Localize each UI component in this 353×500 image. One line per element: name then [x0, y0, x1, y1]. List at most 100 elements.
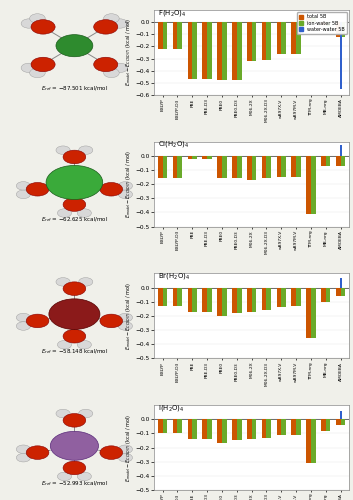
Circle shape	[63, 198, 86, 211]
Text: I(H$_2$O)$_4$: I(H$_2$O)$_4$	[158, 402, 184, 412]
Bar	[326, 156, 330, 166]
Bar	[321, 156, 326, 166]
Bar	[207, 156, 212, 158]
Circle shape	[16, 190, 30, 198]
Circle shape	[79, 278, 93, 286]
Bar	[326, 419, 330, 430]
Bar	[336, 22, 341, 36]
Circle shape	[94, 20, 118, 34]
Text: $E_{ref}$ = −52.993 kcal/mol: $E_{ref}$ = −52.993 kcal/mol	[41, 479, 108, 488]
Bar	[311, 288, 316, 339]
Bar	[252, 156, 256, 180]
Bar	[296, 156, 301, 177]
Bar	[276, 156, 281, 177]
Text: Br(H$_2$O)$_4$: Br(H$_2$O)$_4$	[158, 271, 190, 281]
Bar	[306, 156, 311, 214]
Bar	[222, 156, 227, 178]
Bar	[252, 419, 256, 439]
Circle shape	[63, 330, 86, 343]
Bar	[178, 22, 182, 49]
Circle shape	[118, 190, 132, 198]
Bar	[207, 419, 212, 439]
Bar	[311, 419, 316, 463]
Bar	[262, 419, 267, 438]
Bar	[222, 288, 227, 316]
Y-axis label: $E_{model} - E_{CCSD(T)}$ (kcal / mol): $E_{model} - E_{CCSD(T)}$ (kcal / mol)	[125, 414, 133, 482]
Bar	[217, 22, 222, 80]
Bar	[247, 156, 252, 180]
Bar	[326, 288, 330, 302]
Text: $E_{ref}$ = −62.625 kcal/mol: $E_{ref}$ = −62.625 kcal/mol	[41, 216, 108, 224]
Circle shape	[16, 182, 30, 190]
Bar	[336, 288, 341, 296]
Circle shape	[30, 14, 45, 23]
Bar	[237, 22, 241, 80]
Circle shape	[16, 322, 30, 330]
Bar	[217, 156, 222, 178]
Bar	[232, 156, 237, 178]
Bar	[237, 288, 241, 313]
Circle shape	[63, 461, 86, 474]
Bar	[247, 22, 252, 61]
Circle shape	[26, 182, 49, 196]
Bar	[336, 156, 341, 166]
Bar	[217, 288, 222, 316]
Y-axis label: $E_{model} - E_{CCSD(T)}$ (kcal / mol): $E_{model} - E_{CCSD(T)}$ (kcal / mol)	[125, 18, 133, 86]
Circle shape	[112, 19, 128, 28]
Circle shape	[77, 472, 91, 480]
Bar	[340, 278, 342, 287]
Bar	[202, 22, 207, 79]
Bar	[192, 156, 197, 158]
Bar	[262, 288, 267, 310]
Circle shape	[31, 57, 55, 72]
Bar	[326, 22, 330, 26]
Bar	[163, 288, 167, 306]
Bar	[281, 22, 286, 54]
Bar	[178, 288, 182, 306]
Bar	[192, 419, 197, 439]
Circle shape	[16, 454, 30, 462]
Text: $E_{ref}$ = −58.148 kcal/mol: $E_{ref}$ = −58.148 kcal/mol	[41, 347, 108, 356]
Bar	[336, 419, 341, 425]
Bar	[163, 419, 167, 434]
Circle shape	[58, 340, 72, 349]
Bar	[267, 22, 271, 60]
Bar	[311, 18, 316, 22]
Bar	[281, 156, 286, 177]
Bar	[340, 410, 342, 419]
Bar	[306, 288, 311, 339]
Circle shape	[63, 414, 86, 427]
Bar	[291, 288, 296, 306]
Legend: total 5B, ion-water 5B, water-water 5B: total 5B, ion-water 5B, water-water 5B	[297, 12, 347, 34]
Bar	[321, 288, 326, 302]
Circle shape	[77, 340, 91, 349]
Bar	[341, 22, 345, 36]
Circle shape	[56, 278, 70, 286]
Circle shape	[118, 454, 132, 462]
Bar	[158, 156, 163, 178]
Bar	[187, 156, 192, 158]
Bar	[267, 156, 271, 178]
Circle shape	[79, 146, 93, 154]
Circle shape	[100, 314, 122, 328]
Bar	[341, 288, 345, 296]
Circle shape	[56, 410, 70, 418]
Circle shape	[56, 146, 70, 154]
Bar	[158, 419, 163, 434]
Bar	[252, 22, 256, 61]
Bar	[173, 419, 178, 434]
Bar	[232, 22, 237, 80]
Bar	[237, 156, 241, 178]
Bar	[291, 419, 296, 435]
Circle shape	[104, 14, 119, 23]
Circle shape	[118, 322, 132, 330]
Circle shape	[58, 209, 72, 218]
Bar	[237, 419, 241, 440]
Circle shape	[112, 63, 128, 72]
Bar	[296, 22, 301, 54]
Bar	[296, 288, 301, 306]
Circle shape	[50, 432, 98, 460]
Circle shape	[63, 282, 86, 296]
Circle shape	[56, 34, 93, 56]
Bar	[262, 22, 267, 60]
